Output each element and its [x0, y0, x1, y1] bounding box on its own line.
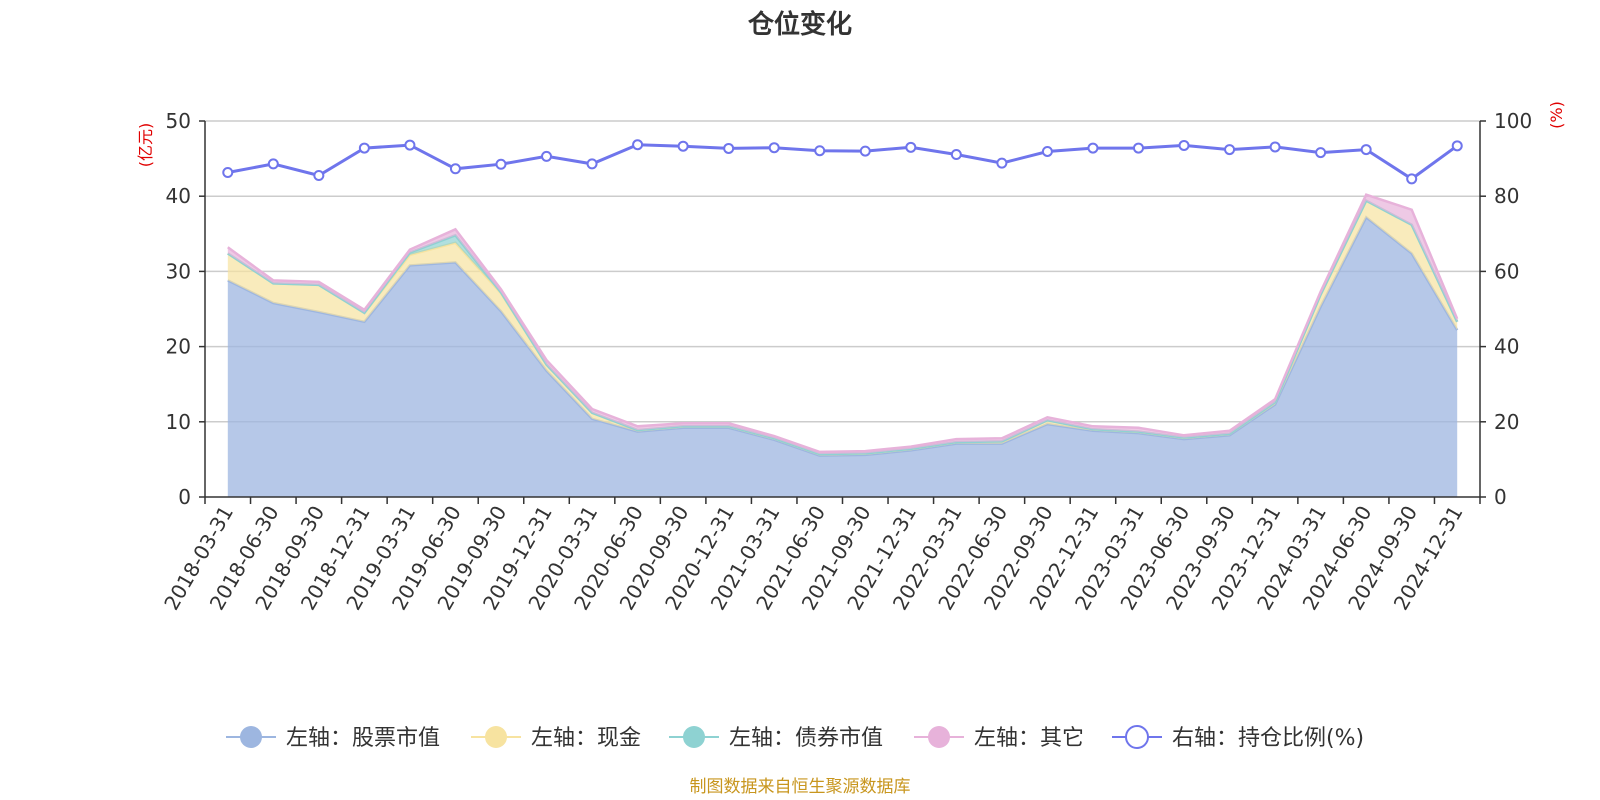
ratio-point: [313, 170, 325, 182]
legend-item[interactable]: 左轴：现金: [471, 726, 641, 751]
ratio-point: [677, 140, 689, 152]
legend-label: 左轴：其它: [974, 726, 1084, 751]
left-tick-label: 0: [178, 485, 191, 509]
ratio-point: [632, 139, 644, 151]
ratio-series-line: [227, 143, 1459, 181]
right-tick-label: 60: [1494, 259, 1519, 283]
ratio-point: [404, 139, 416, 151]
right-tick-label: 20: [1494, 410, 1519, 434]
legend-label: 左轴：债券市值: [729, 726, 883, 751]
right-tick-label: 40: [1494, 335, 1519, 359]
legend-marker: [1125, 725, 1149, 749]
ratio-point: [358, 142, 370, 154]
legend-marker: [683, 726, 705, 748]
legend-label: 左轴：股票市值: [286, 726, 440, 751]
ratio-point: [1178, 139, 1190, 151]
left-axis-unit: (亿元): [136, 123, 155, 168]
right-axis-unit: (%): [1547, 101, 1566, 129]
legend-item[interactable]: 左轴：债券市值: [669, 726, 883, 751]
ratio-point: [996, 157, 1008, 169]
left-tick-label: 20: [166, 335, 191, 359]
right-tick-label: 80: [1494, 184, 1519, 208]
ratio-point: [1315, 147, 1327, 159]
ratio-point: [1269, 141, 1281, 153]
ratio-point: [449, 163, 461, 175]
ratio-point: [768, 142, 780, 154]
ratio-point: [1224, 144, 1236, 156]
legend-marker: [485, 726, 507, 748]
ratio-line: [222, 139, 1463, 185]
ratio-point: [495, 158, 507, 170]
right-tick-label: 0: [1494, 485, 1507, 509]
legend-item[interactable]: 左轴：股票市值: [226, 726, 440, 751]
ratio-point: [859, 145, 871, 157]
ratio-point: [950, 148, 962, 160]
ratio-point: [905, 141, 917, 153]
legend-marker: [928, 726, 950, 748]
legend-item[interactable]: 左轴：其它: [914, 726, 1084, 751]
area-series-0: [227, 217, 1458, 498]
legend-label: 右轴：持仓比例(%): [1172, 726, 1364, 751]
ratio-point: [222, 167, 234, 179]
ratio-point: [267, 158, 279, 170]
ratio-point: [1406, 173, 1418, 185]
right-tick-label: 100: [1494, 109, 1532, 133]
left-tick-label: 40: [166, 184, 191, 208]
ratio-point: [1360, 144, 1372, 156]
stacked-areas: [227, 193, 1459, 498]
ratio-point: [1451, 140, 1463, 152]
legend-label: 左轴：现金: [531, 726, 641, 751]
ratio-point: [1087, 142, 1099, 154]
legend[interactable]: 左轴：股票市值 左轴：现金 左轴：债券市值 左轴：其它 右轴：持仓比例(%): [226, 725, 1364, 751]
ratio-point: [814, 145, 826, 157]
chart-title: 仓位变化: [747, 9, 852, 40]
ratio-point: [1132, 142, 1144, 154]
ratio-point: [1041, 145, 1053, 157]
left-tick-label: 30: [166, 259, 191, 283]
ratio-point: [586, 158, 598, 170]
legend-item[interactable]: 右轴：持仓比例(%): [1112, 725, 1364, 751]
area-edge-3: [227, 193, 1459, 454]
ratio-point: [723, 142, 735, 154]
left-tick-label: 10: [166, 410, 191, 434]
source-note: 制图数据来自恒生聚源数据库: [690, 777, 911, 797]
ratio-point: [541, 150, 553, 162]
legend-marker: [240, 726, 262, 748]
left-tick-label: 50: [166, 109, 191, 133]
